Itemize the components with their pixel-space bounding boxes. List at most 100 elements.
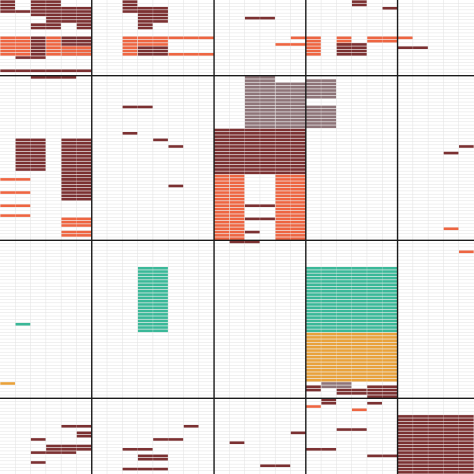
- cell-dark_red: [229, 441, 245, 445]
- cell-dark_red: [214, 145, 306, 148]
- cell-orange: [0, 214, 31, 217]
- cell-dark_red: [15, 148, 46, 152]
- cell-mauve: [244, 115, 275, 119]
- cell-mauve: [244, 76, 275, 79]
- cell-dark_red: [397, 467, 474, 471]
- cell-mauve: [321, 385, 352, 389]
- cell-dark_red: [336, 46, 367, 50]
- cell-orange: [46, 39, 61, 43]
- cell-dark_red: [306, 385, 321, 389]
- cell-orange: [0, 204, 31, 208]
- cell-orange: [275, 181, 306, 184]
- cell-dark_red: [397, 454, 474, 458]
- cell-dark_red: [61, 168, 92, 171]
- cell-orange: [275, 194, 306, 198]
- cell-dark_red: [244, 217, 275, 221]
- cell-dark_red: [0, 10, 31, 13]
- cell-dark_red: [61, 181, 92, 184]
- cell-dark_red: [397, 461, 474, 464]
- cell-dark_red: [367, 395, 398, 398]
- cell-orange: [275, 174, 306, 178]
- cell-dark_red: [397, 444, 474, 448]
- cell-orange: [214, 220, 230, 224]
- cell-orange: [0, 39, 31, 43]
- cell-dark_red: [336, 49, 367, 53]
- cell-teal: [306, 276, 398, 280]
- cell-amber: [306, 345, 398, 349]
- cell-mauve: [244, 112, 275, 115]
- cell-dark_red: [214, 132, 306, 135]
- cell-amber: [306, 332, 398, 336]
- cell-dark_red: [15, 141, 46, 145]
- cell-dark_red: [306, 448, 337, 451]
- cell-dark_red: [15, 56, 46, 59]
- cell-dark_red: [137, 46, 168, 50]
- cell-orange: [61, 224, 92, 227]
- cell-amber: [306, 342, 398, 346]
- cell-amber: [0, 382, 15, 385]
- cell-orange: [275, 234, 306, 237]
- cell-dark_red: [30, 3, 61, 7]
- cell-orange: [229, 201, 245, 204]
- cell-orange: [229, 224, 245, 227]
- cell-orange: [229, 220, 245, 224]
- cell-dark_red: [168, 184, 184, 188]
- cell-teal: [137, 283, 168, 287]
- cell-dark_red: [61, 151, 92, 155]
- cell-dark_red: [214, 161, 306, 165]
- cell-dark_red: [61, 164, 92, 168]
- cell-dark_red: [397, 451, 474, 454]
- cell-orange: [229, 214, 245, 217]
- cell-orange: [290, 36, 306, 40]
- cell-teal: [137, 313, 168, 316]
- cell-dark_red: [30, 0, 61, 3]
- cell-orange: [122, 36, 138, 40]
- cell-mauve: [275, 122, 306, 125]
- cell-orange: [275, 204, 306, 208]
- cell-mauve: [306, 122, 337, 125]
- cell-dark_red: [61, 171, 92, 175]
- cell-dark_red: [397, 421, 474, 425]
- cell-teal: [137, 329, 168, 333]
- cell-orange: [122, 49, 138, 53]
- cell-dark_red: [122, 3, 138, 7]
- cell-teal: [306, 273, 398, 277]
- cell-teal: [306, 316, 398, 319]
- cell-mauve: [244, 105, 275, 109]
- cell-amber: [306, 349, 398, 352]
- cell-dark_red: [153, 438, 184, 441]
- cell-teal: [137, 309, 168, 313]
- cell-mauve: [275, 99, 306, 102]
- cell-teal: [137, 306, 168, 310]
- cell-dark_red: [214, 148, 306, 152]
- cell-orange: [214, 174, 230, 178]
- cell-dark_red: [76, 23, 92, 26]
- cell-mauve: [275, 118, 306, 122]
- cell-orange: [214, 187, 230, 191]
- cell-amber: [306, 362, 398, 366]
- cell-dark_red: [0, 69, 92, 73]
- cell-orange: [275, 214, 306, 217]
- cell-dark_red: [397, 448, 474, 451]
- cell-dark_red: [15, 138, 46, 142]
- cell-orange: [214, 217, 230, 221]
- cell-orange: [168, 36, 214, 40]
- cell-dark_red: [214, 135, 306, 138]
- cell-dark_red: [137, 26, 153, 30]
- cell-orange: [214, 211, 230, 214]
- cell-orange: [46, 53, 61, 56]
- cell-dark_red: [351, 0, 367, 3]
- cell-dark_red: [244, 230, 260, 234]
- cell-orange: [229, 230, 245, 234]
- cell-teal: [137, 303, 168, 306]
- cell-dark_red: [30, 43, 46, 46]
- cell-dark_red: [61, 191, 92, 194]
- cell-orange: [336, 39, 352, 43]
- cell-dark_red: [122, 132, 138, 135]
- cell-orange: [0, 36, 31, 40]
- cell-orange: [275, 197, 306, 201]
- cell-mauve: [244, 118, 275, 122]
- cell-orange: [367, 36, 398, 40]
- cell-dark_red: [76, 26, 92, 30]
